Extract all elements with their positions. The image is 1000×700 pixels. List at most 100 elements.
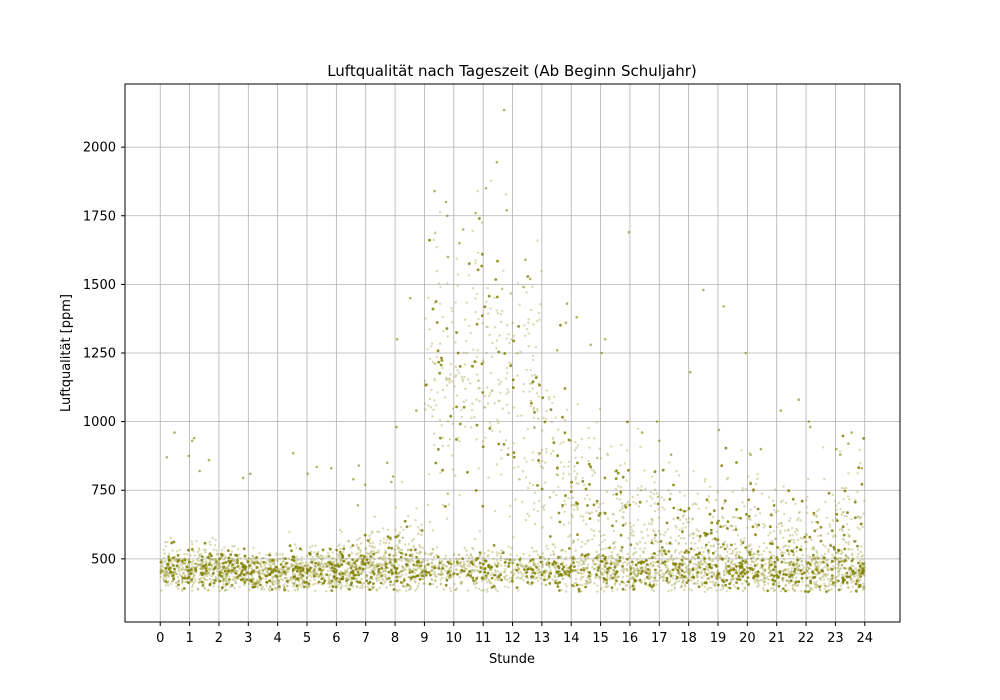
data-point [542, 555, 545, 558]
data-point [603, 538, 606, 542]
data-point [525, 460, 528, 463]
data-point [350, 551, 354, 555]
data-point [193, 562, 196, 565]
data-point [536, 239, 539, 242]
data-point [557, 486, 560, 489]
data-point [285, 573, 288, 576]
data-point [230, 568, 233, 571]
data-point [735, 507, 738, 511]
data-point [570, 513, 574, 517]
data-point [613, 540, 616, 544]
data-point [676, 516, 680, 520]
data-point [298, 576, 302, 579]
data-point [209, 543, 212, 546]
data-point [573, 449, 577, 452]
data-point [502, 443, 506, 446]
data-point [632, 501, 635, 504]
data-point [625, 557, 629, 561]
data-point [380, 567, 384, 570]
data-point [481, 566, 484, 569]
data-point [261, 577, 264, 580]
data-point [731, 549, 735, 553]
data-point [346, 574, 349, 577]
data-point [222, 572, 225, 575]
data-point [208, 558, 211, 561]
data-point [564, 573, 567, 577]
data-point [387, 566, 390, 570]
data-point [212, 571, 215, 575]
data-point-outlier [689, 370, 692, 374]
data-point [590, 528, 593, 531]
data-point [300, 577, 303, 580]
data-point [263, 572, 266, 576]
data-point [173, 571, 177, 574]
data-point [225, 575, 229, 578]
data-point [660, 549, 664, 552]
data-point [202, 581, 205, 584]
data-point [639, 547, 642, 550]
data-point [478, 561, 482, 565]
data-point [432, 238, 435, 242]
data-point [366, 585, 370, 588]
data-point [169, 570, 172, 573]
data-point [735, 551, 738, 554]
data-point [692, 470, 695, 473]
data-point [547, 396, 551, 399]
data-point [678, 552, 681, 555]
data-point [302, 575, 305, 578]
data-point [768, 566, 771, 569]
data-point [269, 579, 272, 583]
data-point [287, 566, 290, 570]
data-point [337, 580, 340, 584]
data-point [675, 556, 678, 560]
data-point [756, 477, 759, 481]
data-point [377, 567, 381, 571]
data-point [737, 553, 740, 557]
data-point-outlier [306, 472, 309, 476]
data-point [478, 530, 482, 533]
data-point [280, 568, 284, 571]
data-point [629, 573, 632, 576]
data-point [299, 576, 302, 579]
data-point [444, 576, 447, 579]
data-point [773, 588, 777, 592]
data-point [687, 550, 691, 554]
data-point [723, 540, 726, 544]
data-point [228, 569, 231, 573]
data-point [722, 543, 725, 546]
data-point [756, 472, 759, 476]
data-point [716, 569, 720, 572]
data-point [181, 566, 185, 570]
data-point [286, 585, 289, 588]
data-point [728, 586, 732, 590]
data-point [650, 522, 653, 526]
data-point [540, 582, 544, 586]
data-point [373, 557, 376, 561]
data-point [296, 564, 299, 567]
data-point [199, 563, 202, 567]
data-point [437, 282, 441, 285]
data-point [779, 570, 782, 573]
data-point [733, 548, 737, 551]
data-point [510, 579, 514, 583]
data-point [455, 438, 458, 441]
data-point [284, 576, 287, 580]
data-point [571, 515, 574, 519]
data-point [430, 342, 434, 345]
data-point [269, 558, 272, 561]
data-point [579, 568, 583, 572]
data-point [348, 575, 351, 578]
data-point [780, 552, 783, 555]
data-point [190, 563, 194, 566]
data-point [407, 514, 410, 518]
data-point [506, 324, 509, 327]
data-point [746, 526, 749, 529]
data-point [250, 565, 254, 568]
data-point [602, 511, 605, 514]
data-point [328, 566, 331, 570]
data-point [493, 573, 496, 577]
data-point [743, 537, 746, 540]
data-point [435, 246, 438, 249]
data-point [782, 576, 785, 580]
data-point [187, 573, 191, 577]
